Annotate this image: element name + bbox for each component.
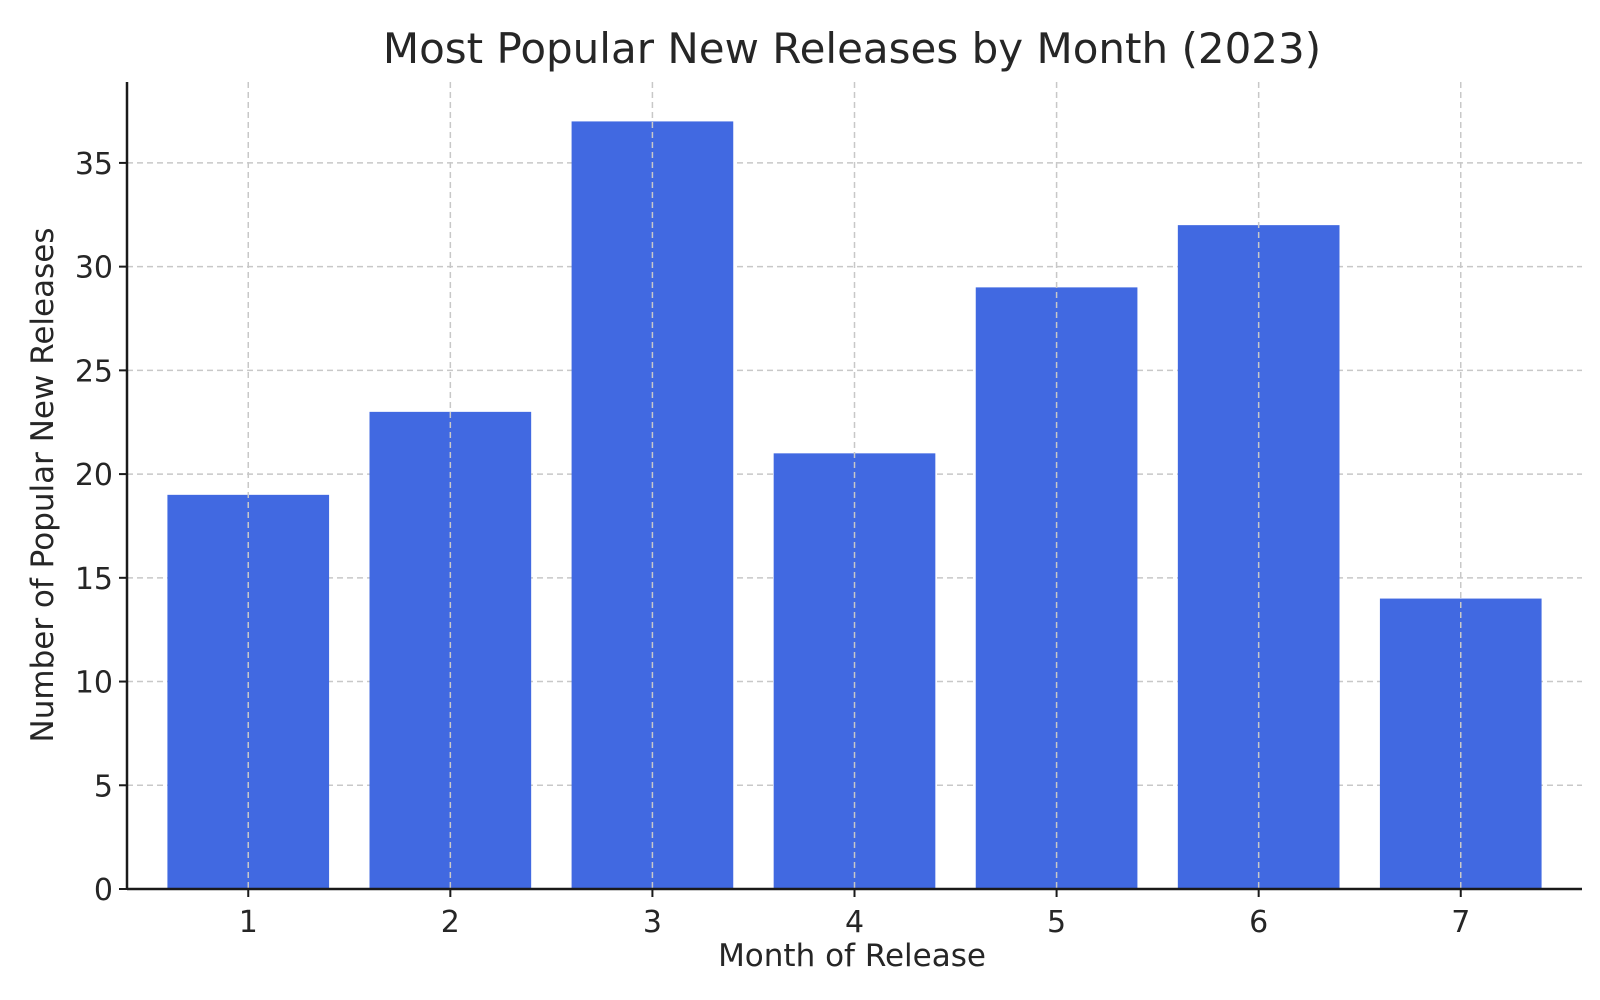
y-axis-label: Number of Popular New Releases [25,228,61,743]
y-tick-label: 35 [75,147,113,182]
bar-layer [167,82,1542,890]
x-tick-label: 3 [643,905,662,940]
x-tick-label: 1 [239,905,258,940]
y-tick-label: 0 [94,873,113,908]
x-axis-label: Month of Release [718,938,986,974]
x-tick-label: 2 [441,905,460,940]
x-tick-label: 7 [1451,905,1470,940]
chart-title: Most Popular New Releases by Month (2023… [383,24,1321,73]
y-tick-label: 20 [75,458,113,493]
x-tick-label: 5 [1047,905,1066,940]
y-tick-label: 15 [75,562,113,597]
axis-layer: 0 5 10 15 20 25 30 35 1 2 3 4 5 6 7 [75,82,1582,940]
x-tick-label: 4 [845,905,864,940]
y-tick-label: 25 [75,354,113,389]
y-tick-label: 10 [75,666,113,701]
bar-month-2 [369,411,532,889]
x-tick-label: 6 [1249,905,1268,940]
y-tick-label: 5 [94,769,113,804]
y-tick-label: 30 [75,251,113,286]
